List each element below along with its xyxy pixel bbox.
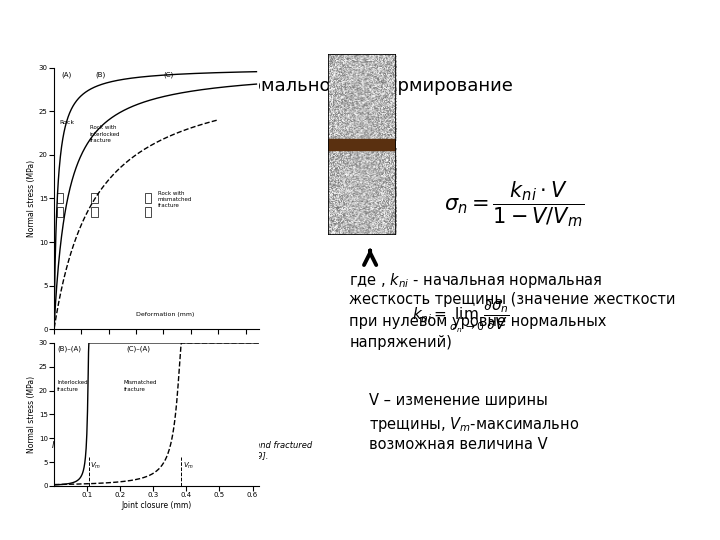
Text: Interlocked
fracture: Interlocked fracture (58, 380, 88, 392)
Text: жесткость трещины (значение жесткости: жесткость трещины (значение жесткости (349, 292, 676, 307)
Text: $V_m$: $V_m$ (183, 461, 194, 471)
Text: трещины, $V_m$-максимально: трещины, $V_m$-максимально (369, 415, 579, 434)
Bar (91, 193, 97, 203)
Text: Нормальное деформирование: Нормальное деформирование (225, 77, 513, 95)
Text: V – изменение ширины: V – изменение ширины (369, 393, 548, 408)
Text: возможная величина V: возможная величина V (369, 436, 548, 451)
Text: напряжений): напряжений) (349, 335, 452, 350)
Text: Deformation (mm): Deformation (mm) (136, 312, 194, 318)
Text: Rock with
mismatched
fracture: Rock with mismatched fracture (158, 191, 192, 208)
Text: Rock: Rock (60, 120, 75, 125)
Text: Rock with
interlocked
fracture: Rock with interlocked fracture (89, 125, 120, 143)
Bar (91, 207, 97, 217)
Text: $\sigma_n = \dfrac{k_{ni} \cdot V}{1 - V/V_m}$: $\sigma_n = \dfrac{k_{ni} \cdot V}{1 - V… (444, 179, 584, 229)
X-axis label: Joint closure (mm): Joint closure (mm) (122, 501, 192, 510)
Text: (C): (C) (163, 71, 174, 78)
Text: Mismatched
fracture: Mismatched fracture (124, 380, 157, 392)
Text: (B): (B) (95, 71, 106, 78)
Bar (145, 207, 151, 217)
Text: $k_{ni} = \lim_{\sigma_n \to 0} \dfrac{\partial \sigma_n}{\partial V}$: $k_{ni} = \lim_{\sigma_n \to 0} \dfrac{\… (412, 298, 510, 335)
Y-axis label: Normal stress (MPa): Normal stress (MPa) (27, 160, 36, 237)
Y-axis label: Normal stress (MPa): Normal stress (MPa) (27, 376, 36, 453)
Text: (C)–(A): (C)–(A) (127, 345, 150, 352)
Bar (328, 139, 396, 150)
Bar (57, 207, 63, 217)
Text: $V_m$: $V_m$ (91, 461, 102, 471)
Bar (145, 193, 151, 203)
Bar (57, 193, 63, 203)
Text: (A): (A) (61, 71, 71, 78)
Text: при нулевом уровне нормальных: при нулевом уровне нормальных (349, 314, 607, 329)
Text: (B)–(A): (B)–(A) (58, 345, 81, 352)
Text: где , $k_{ni}$ - начальная нормальная: где , $k_{ni}$ - начальная нормальная (349, 271, 603, 289)
Text: Normal stress vs deformation relations of intact and fractured
cylindrical speci: Normal stress vs deformation relations o… (52, 441, 312, 461)
